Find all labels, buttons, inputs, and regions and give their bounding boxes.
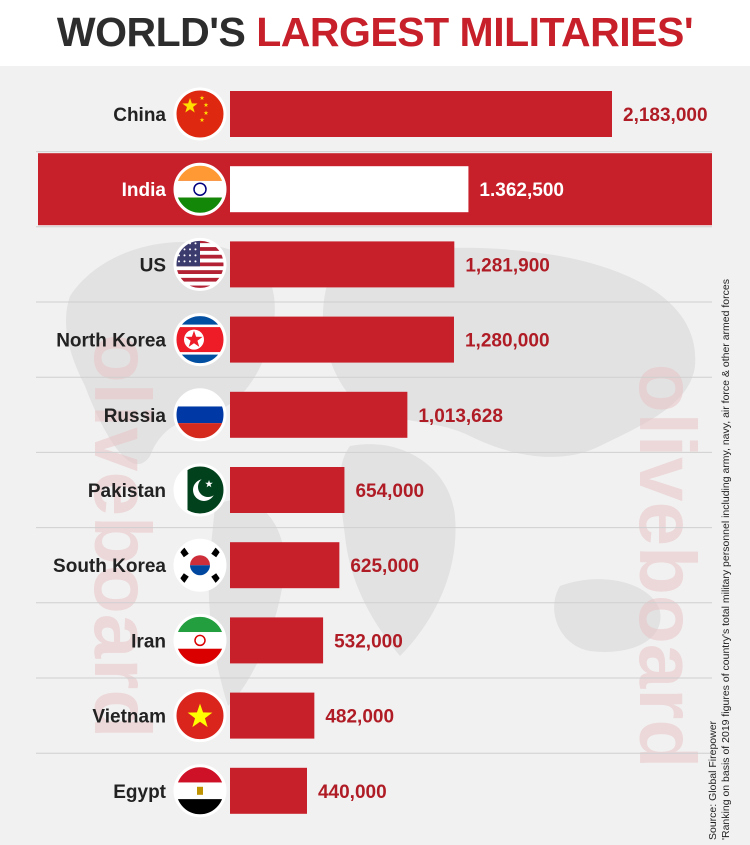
chart-title: WORLD'S LARGEST MILITARIES' bbox=[0, 7, 750, 57]
value-label-iran: 532,000 bbox=[334, 631, 403, 652]
category-label-south-korea: South Korea bbox=[53, 556, 166, 577]
watermark-2: oliveboard bbox=[623, 364, 712, 769]
value-label-russia: 1,013,628 bbox=[418, 406, 503, 427]
bar-row-us: US 1,281,900 bbox=[36, 226, 712, 291]
bar-china bbox=[230, 91, 612, 137]
source-line: Source: Global Firepower bbox=[707, 720, 719, 840]
bar-pakistan bbox=[230, 467, 345, 513]
bar-vietnam bbox=[230, 692, 315, 739]
value-label-vietnam: 482,000 bbox=[325, 707, 394, 728]
bar-russia bbox=[230, 391, 408, 438]
bar-india bbox=[230, 166, 469, 213]
category-label-pakistan: Pakistan bbox=[88, 481, 166, 502]
category-label-vietnam: Vietnam bbox=[92, 707, 166, 728]
chart-title-part2: LARGEST MILITARIES' bbox=[256, 9, 694, 55]
category-label-china: China bbox=[113, 105, 166, 126]
bar-row-south-korea: South Korea 625,000 bbox=[36, 527, 712, 592]
category-label-india: India bbox=[122, 180, 167, 201]
bar-row-vietnam: Vietnam 482,000 bbox=[36, 677, 712, 743]
bar-row-india: India 1.362,500 bbox=[36, 151, 712, 226]
value-label-egypt: 440,000 bbox=[318, 782, 387, 803]
value-label-us: 1,281,900 bbox=[465, 255, 550, 276]
bar-chart: oliveboard oliveboard China 2,183,000 India 1… bbox=[36, 87, 712, 818]
category-label-egypt: Egypt bbox=[113, 782, 166, 803]
bar-south-korea bbox=[230, 542, 340, 589]
title-band: WORLD'S LARGEST MILITARIES' bbox=[0, 0, 750, 66]
category-label-us: US bbox=[140, 255, 166, 276]
category-label-north-korea: North Korea bbox=[56, 331, 166, 352]
map-eurasia bbox=[322, 247, 696, 457]
map-africa bbox=[340, 444, 456, 656]
bar-row-iran: Iran 532,000 bbox=[36, 602, 712, 667]
bar-row-north-korea: North Korea 1,280,000 bbox=[36, 301, 712, 367]
map-australia bbox=[554, 579, 661, 652]
value-label-india: 1.362,500 bbox=[479, 180, 564, 201]
map-north-america bbox=[65, 242, 275, 465]
category-label-iran: Iran bbox=[131, 631, 166, 652]
bar-us bbox=[230, 241, 455, 288]
ranking-note: 'Ranking on basis of 2019 figures of cou… bbox=[720, 279, 732, 840]
value-label-south-korea: 625,000 bbox=[350, 556, 419, 577]
category-label-russia: Russia bbox=[104, 406, 167, 427]
chart-title-part1: WORLD'S bbox=[56, 9, 246, 55]
bar-row-egypt: Egypt 440,000 bbox=[36, 752, 712, 818]
bar-row-pakistan: Pakistan 654,000 bbox=[36, 451, 712, 517]
bar-row-china: China 2,183,000 bbox=[113, 87, 708, 141]
bar-iran bbox=[230, 617, 324, 664]
source-note: Source: Global Firepower 'Ranking on bas… bbox=[707, 160, 733, 840]
value-label-north-korea: 1,280,000 bbox=[465, 331, 550, 352]
watermark-1: oliveboard bbox=[78, 334, 167, 739]
bar-egypt bbox=[230, 767, 307, 814]
value-label-pakistan: 654,000 bbox=[355, 481, 424, 502]
bar-row-russia: Russia 1,013,628 bbox=[36, 376, 712, 442]
value-label-china: 2,183,000 bbox=[623, 105, 708, 126]
bar-north-korea bbox=[230, 316, 454, 363]
